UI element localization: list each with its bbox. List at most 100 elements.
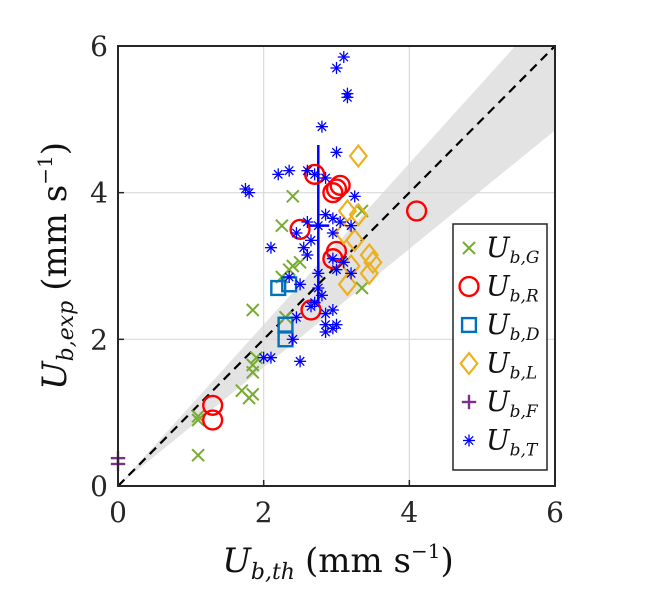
- data-point: [246, 387, 260, 402]
- data-point: [330, 318, 343, 331]
- data-point: [334, 220, 354, 246]
- data-point: [341, 91, 354, 104]
- y-axis-label-symbol: U: [35, 360, 75, 390]
- data-point: [329, 174, 351, 196]
- data-point: [330, 263, 343, 276]
- data-point: [326, 252, 339, 265]
- legend-box: [452, 223, 548, 471]
- legend-item: Ub,F: [461, 385, 539, 422]
- data-point: [319, 172, 332, 184]
- legend-marker: [459, 351, 479, 376]
- legend-item: Ub,D: [460, 308, 540, 345]
- data-point: [290, 227, 303, 239]
- legend-label: Ub,F: [486, 385, 539, 422]
- plot-frame: [117, 45, 556, 487]
- data-point: [301, 216, 314, 228]
- x-axis-label-unit: (mm s: [305, 541, 411, 581]
- data-point: [330, 146, 343, 159]
- data-point: [348, 190, 361, 203]
- x-tick-label: 2: [255, 496, 273, 529]
- data-point: [330, 62, 343, 74]
- data-point: [348, 202, 369, 227]
- legend-label: Ub,R: [486, 270, 539, 307]
- data-point: [283, 271, 296, 283]
- reference-line-y-equals-x: [118, 46, 555, 486]
- x-tick-label: 6: [546, 496, 564, 529]
- data-point: [405, 200, 428, 222]
- data-point: [315, 289, 328, 302]
- data-point: [264, 351, 277, 364]
- data-point: [337, 256, 350, 269]
- data-point: [305, 300, 318, 313]
- y-tick-label: 2: [90, 323, 108, 356]
- data-point: [325, 178, 348, 200]
- data-point: [202, 409, 224, 431]
- series-b-G: [191, 189, 369, 462]
- data-point: [301, 249, 314, 261]
- y-axis-label-subscript: b,exp: [54, 301, 79, 362]
- data-point: [246, 358, 260, 372]
- data-point: [264, 241, 277, 254]
- data-point: [290, 311, 303, 324]
- data-point: [355, 281, 369, 295]
- legend-label: Ub,T: [486, 424, 539, 461]
- data-point: [337, 51, 350, 63]
- series-b-T: [239, 51, 361, 368]
- data-point: [348, 143, 369, 169]
- legend-item: Ub,L: [459, 347, 537, 384]
- legend-marker: [463, 434, 475, 447]
- data-point: [319, 326, 332, 338]
- data-point: [345, 219, 358, 232]
- data-point: [305, 234, 318, 247]
- data-point: [191, 413, 205, 427]
- y-tick-label: 0: [90, 470, 108, 503]
- y-axis-label-unit: (mm s: [35, 185, 75, 291]
- data-point: [191, 448, 205, 462]
- data-point: [308, 168, 321, 181]
- data-point: [246, 303, 260, 317]
- series-b-L: [334, 143, 383, 297]
- legend-label: Ub,G: [486, 231, 539, 268]
- y-axis-label-unit-close: ): [35, 142, 75, 155]
- legend-label: Ub,L: [486, 347, 537, 384]
- data-point: [312, 282, 325, 294]
- legend-marker: [460, 316, 478, 334]
- legend-item: Ub,G: [462, 231, 539, 268]
- y-tick-label: 4: [90, 177, 108, 210]
- legend-label: Ub,D: [486, 308, 540, 345]
- data-point: [312, 267, 325, 280]
- data-point: [322, 182, 344, 204]
- data-point: [202, 394, 224, 416]
- x-axis-label-symbol: U: [222, 541, 252, 581]
- x-axis-label: Ub,th (mm s−1): [222, 539, 454, 585]
- data-point: [289, 218, 311, 240]
- legend-item: Ub,R: [458, 270, 539, 307]
- data-point: [315, 120, 328, 133]
- data-point: [344, 228, 365, 253]
- data-point: [283, 164, 296, 177]
- y-axis-label: Ub,exp (mm s−1): [33, 142, 79, 390]
- y-tick-label: 6: [90, 30, 108, 63]
- data-point: [304, 163, 326, 185]
- legend-marker: [458, 275, 480, 298]
- data-point: [286, 333, 299, 346]
- x-tick-label: 4: [400, 496, 418, 529]
- data-point: [286, 189, 300, 204]
- data-point: [334, 216, 347, 228]
- data-point: [319, 307, 332, 320]
- x-axis-label-subscript: b,th: [251, 560, 295, 585]
- data-point: [345, 267, 358, 280]
- data-point: [272, 168, 285, 181]
- data-point: [243, 186, 256, 199]
- data-point: [312, 219, 325, 232]
- x-axis-label-unit-exponent: −1: [411, 539, 440, 563]
- series-b-R: [202, 163, 428, 431]
- data-point: [337, 272, 358, 297]
- legend-marker: [462, 241, 476, 255]
- data-point: [270, 279, 287, 297]
- data-point: [363, 250, 383, 275]
- data-point: [294, 278, 307, 291]
- data-point: [326, 227, 339, 239]
- data-point: [275, 218, 289, 233]
